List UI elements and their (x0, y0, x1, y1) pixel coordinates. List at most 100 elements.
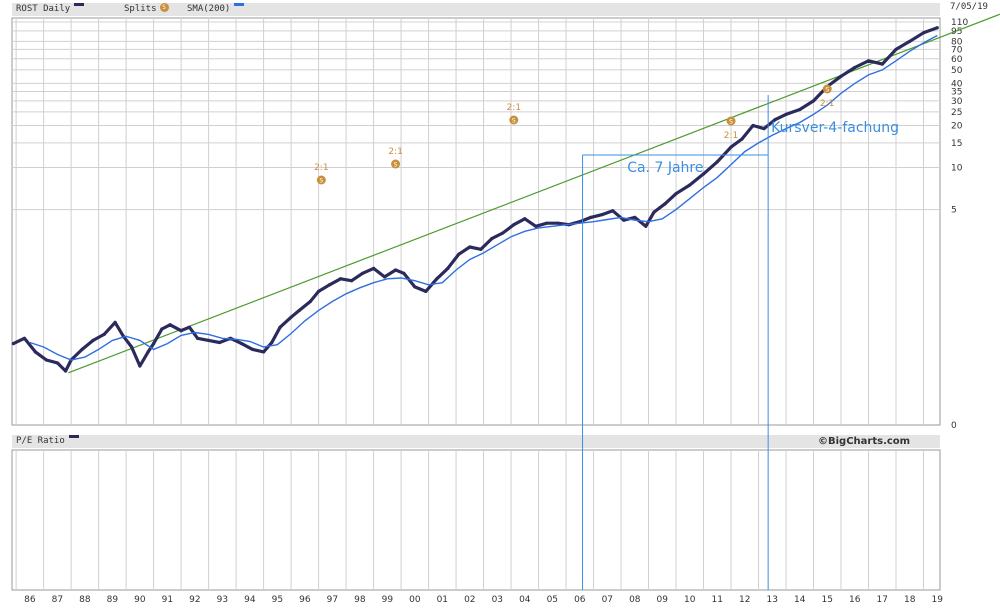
y-tick-label: 95 (951, 27, 962, 37)
price-point (261, 350, 266, 354)
price-point (611, 209, 615, 213)
price-point (644, 224, 648, 228)
x-tick-label: 87 (52, 595, 63, 605)
x-tick-label: 10 (684, 595, 696, 605)
price-series-line (12, 26, 938, 373)
price-point (250, 347, 255, 351)
price-point (424, 289, 428, 293)
x-tick-label: 11 (712, 595, 723, 605)
price-point (33, 350, 37, 354)
price-point (91, 338, 95, 342)
brand-watermark: ©BigCharts.com (818, 436, 911, 447)
x-tick-label: 95 (272, 595, 283, 605)
price-point (413, 285, 417, 289)
price-point (338, 277, 343, 281)
price-point (935, 26, 939, 30)
sma-swatch (234, 3, 245, 6)
price-point (308, 299, 312, 304)
price-point (773, 118, 777, 122)
x-tick-label: 86 (24, 595, 36, 605)
price-point (217, 340, 222, 345)
price-point (479, 247, 483, 251)
x-tick-label: 07 (602, 595, 613, 605)
price-point (853, 65, 857, 70)
price-point (490, 237, 494, 241)
price-point (371, 266, 376, 270)
x-tick-label: 14 (794, 595, 806, 605)
price-point (688, 183, 692, 187)
split-marker: 2:1 S (388, 147, 403, 169)
price-point (839, 74, 843, 78)
split-icon-glyph: S (825, 87, 829, 94)
x-tick-label: 91 (162, 595, 173, 605)
price-point (168, 323, 172, 327)
price-point (102, 332, 106, 336)
split-marker: 2:1 S (724, 116, 738, 141)
price-point (600, 213, 604, 217)
price-point (663, 202, 667, 206)
price-point (152, 341, 156, 346)
y-tick-label: 40 (951, 79, 963, 89)
price-point (534, 224, 538, 228)
price-point (545, 221, 549, 225)
x-tick-label: 17 (877, 595, 888, 605)
price-point (523, 217, 527, 221)
price-point (908, 39, 912, 43)
price-point (179, 329, 183, 333)
price-point (327, 283, 332, 287)
pe-label: P/E Ratio (16, 436, 65, 446)
x-tick-label: 94 (244, 595, 256, 605)
sma-legend: SMA(200) (187, 3, 245, 16)
annotation-duration: Ca. 7 Jahre (627, 160, 703, 176)
x-tick-label: 97 (327, 595, 338, 605)
y-tick-label: 20 (951, 121, 963, 131)
price-point (146, 350, 150, 354)
price-point (22, 336, 26, 340)
split-icon (726, 116, 736, 126)
y-tick-label: 5 (951, 206, 957, 216)
x-tick-label: 13 (767, 595, 778, 605)
price-swatch (74, 3, 85, 6)
splits-legend: Splits S (124, 3, 169, 16)
x-tick-label: 09 (657, 595, 669, 605)
price-point (762, 126, 766, 131)
price-point (382, 275, 387, 279)
chart-date: 7/05/19 (950, 2, 988, 12)
price-point (701, 172, 706, 176)
price-point (138, 364, 142, 368)
y-tick-label: 70 (951, 45, 963, 55)
x-tick-label: 98 (354, 595, 366, 605)
symbol-legend: ROST Daily (16, 3, 85, 16)
price-point (11, 341, 15, 346)
y-tick-label: 25 (951, 108, 962, 118)
x-tick-label: 02 (464, 595, 475, 605)
price-point (921, 31, 926, 35)
x-tick-label: 15 (822, 595, 833, 605)
split-icon-glyph: S (319, 178, 323, 185)
price-point (446, 266, 450, 270)
pe-legend: P/E Ratio (16, 435, 79, 448)
price-point (206, 338, 211, 342)
y-tick-label: 60 (951, 55, 963, 65)
symbol-label: ROST Daily (16, 4, 71, 14)
split-icon-glyph: S (512, 118, 516, 125)
price-point (160, 327, 164, 331)
price-point (622, 218, 626, 222)
price-point (196, 336, 200, 340)
split-marker: 2:1 S (820, 84, 835, 109)
y-tick-label: 0 (951, 421, 957, 431)
price-point (715, 160, 719, 164)
y-tick-label: 110 (951, 18, 968, 28)
split-marker: 2:1 S (314, 163, 329, 185)
split-label: 2:1 (724, 131, 738, 141)
price-point (894, 47, 898, 52)
x-tick-label: 04 (519, 595, 531, 605)
x-tick-label: 96 (299, 595, 311, 605)
price-point (44, 358, 48, 362)
price-point (393, 268, 398, 272)
sma-label: SMA(200) (187, 4, 231, 14)
x-tick-label: 01 (437, 595, 448, 605)
split-label: 2:1 (314, 163, 328, 173)
price-point (729, 145, 733, 149)
split-icon (509, 115, 519, 125)
